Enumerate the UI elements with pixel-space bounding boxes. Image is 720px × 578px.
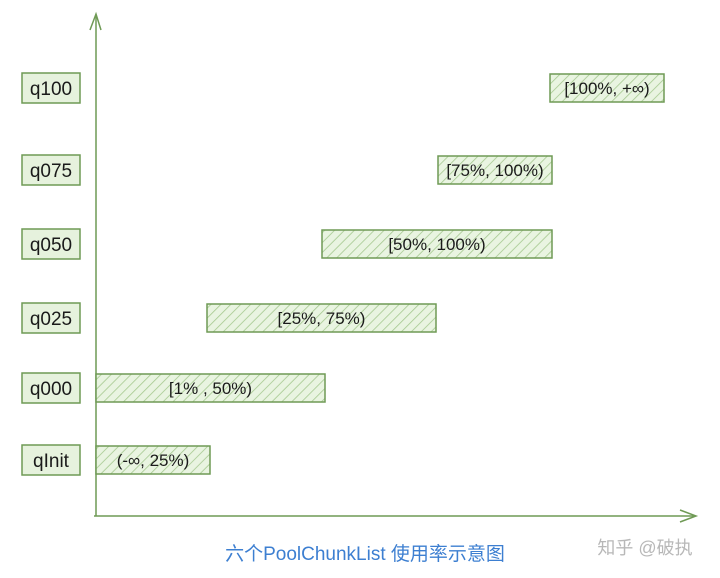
usage-range-bar (437, 155, 553, 185)
usage-range-bar (95, 445, 211, 475)
list-name: qInit (33, 451, 70, 472)
watermark: 知乎 @破执 (597, 538, 692, 558)
list-row-q025: q025 [25%, 75%) (21, 302, 437, 334)
list-row-q075: q075 [75%, 100%) (21, 154, 553, 186)
list-name: q025 (30, 309, 72, 330)
list-name-box (21, 72, 81, 104)
list-name: q075 (30, 161, 72, 182)
usage-range-label: (-∞, 25%) (117, 451, 190, 470)
usage-range-label: [50%, 100%) (388, 235, 485, 254)
usage-range-bar (206, 303, 437, 333)
list-row-q000: q000 [1% , 50%) (21, 372, 326, 404)
usage-range-label: [100%, +∞) (564, 79, 649, 98)
usage-range-bar (321, 229, 553, 259)
list-name: q050 (30, 235, 72, 256)
list-name-box (21, 444, 81, 476)
diagram-caption: 六个PoolChunkList 使用率示意图 (225, 543, 505, 565)
usage-range-bar (549, 73, 665, 103)
usage-range-label: [75%, 100%) (446, 161, 543, 180)
list-name: q100 (30, 79, 72, 100)
list-row-q050: q050 [50%, 100%) (21, 228, 553, 260)
usage-range-bar (95, 373, 326, 403)
list-name-box (21, 154, 81, 186)
list-name-box (21, 228, 81, 260)
x-axis-arrow (679, 509, 699, 523)
list-name-box (21, 302, 81, 334)
list-name: q000 (30, 379, 72, 400)
list-name-box (21, 372, 81, 404)
list-layer: q100 [100%, +∞) q075 [75%, 100%) q050 [50%, 1… (21, 72, 665, 476)
usage-range-label: [1% , 50%) (169, 379, 252, 398)
list-row-qinit: qInit (-∞, 25%) (21, 444, 211, 476)
axes (89, 11, 699, 523)
usage-range-label: [25%, 75%) (278, 309, 366, 328)
y-axis-arrow (89, 11, 102, 31)
list-row-q100: q100 [100%, +∞) (21, 72, 665, 104)
